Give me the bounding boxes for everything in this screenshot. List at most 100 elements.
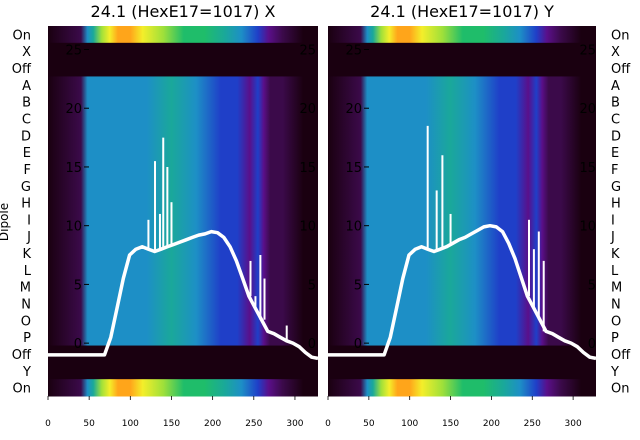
heatmap-row-b [48,93,318,111]
heatmap-row-g [328,177,596,195]
heatmap-row-a [48,76,318,94]
row-label: M [611,281,622,296]
panel-y: 24.1 (HexE17=1017) Y0 50 100 150 200 250 300On… [325,2,631,429]
heatmap-row-m [48,278,318,296]
heatmap-row-f [328,160,596,178]
overlay-tick-label: 15 [65,161,82,176]
overlay-tick-label: 20 [65,102,82,117]
row-label: X [22,45,31,60]
overlay-tick-label: 10 [345,220,362,235]
overlay-tick-label: 25 [65,44,82,59]
overlay-tick-label: 20 [345,102,362,117]
heatmap-row-d [328,126,596,145]
heatmap-row-p [328,328,596,347]
overlay-tick-label-right: 5 [308,278,316,293]
row-label: K [22,247,31,262]
overlay-tick-label: 15 [345,161,362,176]
row-label: I [27,213,31,228]
heatmap-row-n [48,295,318,313]
row-label: N [611,298,621,313]
heatmap-row-f [48,160,318,178]
row-label: J [26,230,31,245]
heatmap-row-e [328,143,596,162]
overlay-tick-label: 0 [354,337,362,352]
overlay-tick-label-right: 15 [579,161,596,176]
heatmap-row-on [328,26,596,44]
row-label: X [611,45,620,60]
overlay-tick-label-right: 20 [579,102,596,117]
row-label: Off [611,348,631,363]
row-label: C [22,113,31,128]
overlay-tick-label-right: 25 [579,44,596,59]
row-label: Off [12,62,32,77]
overlay-tick-label-right: 20 [299,102,316,117]
overlay-tick-label-right: 25 [299,44,316,59]
x-tick-label: 200 [204,419,221,429]
row-label: G [611,180,621,195]
heatmap-row-j [328,227,596,246]
x-tick-label: 300 [286,419,303,429]
heatmap-row-off [48,59,318,77]
heatmap-row-c [48,110,318,128]
heatmap-row-off [328,345,596,363]
heatmap-row-o [328,311,596,330]
row-label: On [611,382,629,397]
x-tick-label: 200 [483,419,500,429]
row-label: D [611,129,621,144]
row-label: H [21,197,31,212]
heatmap-row-c [328,110,596,128]
x-tick-label: 0 [45,419,51,429]
heatmap-row-x [328,42,596,61]
overlay-tick-label: 5 [74,278,82,293]
heatmap-row-h [48,194,318,212]
overlay-tick-label-right: 15 [299,161,316,176]
row-label: F [24,163,31,178]
x-tick-label: 250 [524,419,541,429]
row-label: A [611,79,620,94]
overlay-tick-label-right: 5 [588,278,596,293]
row-label: On [13,382,31,397]
heatmap-row-h [328,194,596,212]
panel-x: 24.1 (HexE17=1017) X0 50 100 150 200 250 300On… [12,2,319,429]
overlay-tick-label: 5 [354,278,362,293]
row-label: L [24,264,32,279]
row-label: D [21,129,31,144]
overlay-tick-label: 25 [345,44,362,59]
heatmap-row-l [48,261,318,279]
row-label: C [611,113,620,128]
heatmap-row-on [328,379,596,397]
heatmap-row-y [328,362,596,380]
overlay-tick-label: 0 [74,337,82,352]
heatmap-row-o [48,311,318,330]
row-label: P [23,331,31,346]
overlay-line [48,229,319,361]
heatmap-row-x [48,42,318,61]
row-label: O [611,314,621,329]
row-label: B [22,96,31,111]
row-label: N [21,298,31,313]
overlay-tick-label-right: 0 [588,337,596,352]
overlay-tick-label: 10 [65,220,82,235]
heatmap-row-on [48,26,318,44]
row-label: K [611,247,620,262]
row-label: B [611,96,620,111]
row-label: Off [611,62,631,77]
x-tick-label: 250 [245,419,262,429]
overlay-tick-label-right: 10 [579,220,596,235]
row-label: Y [22,365,31,380]
row-label: On [611,28,629,43]
row-label: I [611,213,615,228]
overlay-line [328,223,597,361]
heatmap-row-p [48,328,318,347]
heatmap-row-n [328,295,596,313]
x-tick-label: 100 [401,419,418,429]
heatmap-row-e [48,143,318,162]
row-label: G [21,180,31,195]
x-tick-label: 150 [442,419,459,429]
row-label: J [610,230,615,245]
row-label: E [23,146,31,161]
heatmap-row-off [48,345,318,363]
heatmap-row-y [48,362,318,380]
x-tick-label: 50 [363,419,375,429]
